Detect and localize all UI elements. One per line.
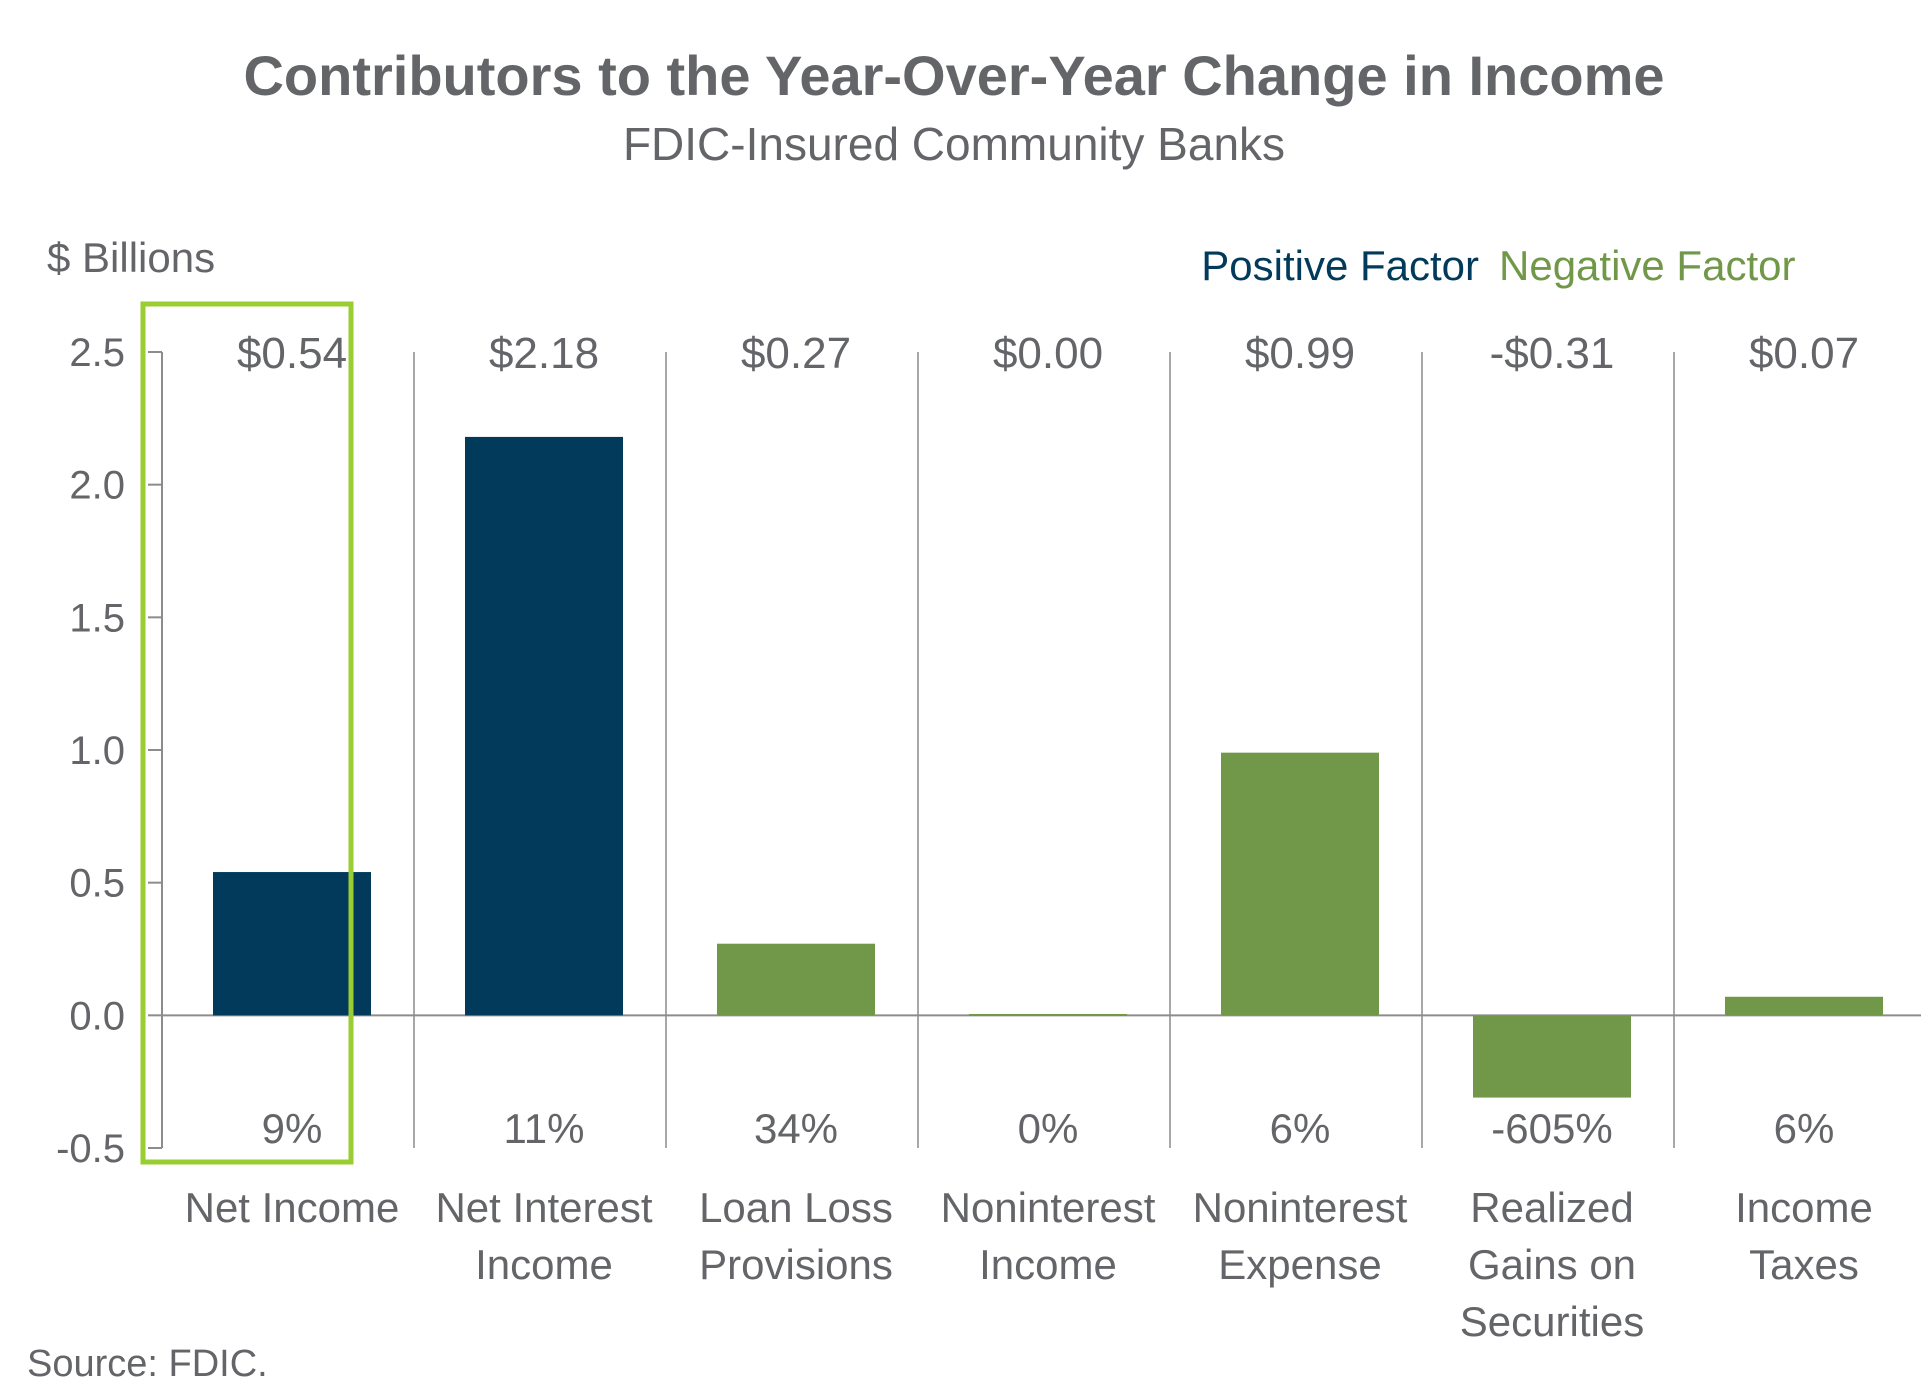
category-label: Noninterest [941, 1184, 1156, 1231]
bar [1221, 752, 1379, 1016]
category-label: Income [1735, 1184, 1873, 1231]
y-tick-label: 0.5 [69, 862, 125, 906]
chart-subtitle: FDIC-Insured Community Banks [623, 118, 1285, 170]
value-label: $0.54 [237, 329, 347, 378]
legend-negative: Negative Factor [1499, 242, 1795, 289]
bar [1473, 1015, 1631, 1098]
bar [1725, 996, 1883, 1016]
highlight-box [140, 301, 354, 1165]
category-label: Gains on [1468, 1241, 1636, 1288]
plot-area: 2.5 2.0 1.5 1.0 0.5 0.0 -0.5 $0.54 9% Net Income $… [56, 301, 1921, 1345]
value-label: $0.07 [1749, 329, 1859, 378]
category-label: Realized [1470, 1184, 1633, 1231]
category-label: Income [475, 1241, 613, 1288]
source-note: Source: FDIC. [27, 1343, 268, 1385]
category-label: Net Income [185, 1184, 400, 1231]
bar [717, 943, 875, 1016]
y-tick-label: 0.0 [69, 994, 125, 1038]
category-label: Provisions [699, 1241, 893, 1288]
value-label: $0.99 [1245, 329, 1355, 378]
percent-label: 9% [262, 1105, 323, 1152]
category-label: Noninterest [1193, 1184, 1408, 1231]
y-tick-label: -0.5 [56, 1127, 125, 1171]
percent-label: 0% [1018, 1105, 1079, 1152]
value-label: $0.00 [993, 329, 1103, 378]
bar [465, 436, 623, 1016]
percent-label: 6% [1774, 1105, 1835, 1152]
y-tick-label: 1.5 [69, 596, 125, 640]
percent-label: 6% [1270, 1105, 1331, 1152]
y-axis-label: $ Billions [47, 234, 215, 281]
y-tick-label: 1.0 [69, 729, 125, 773]
bar [969, 1014, 1127, 1017]
value-label: $0.27 [741, 329, 851, 378]
category-label: Income [979, 1241, 1117, 1288]
value-label: -$0.31 [1490, 329, 1615, 378]
category-label: Taxes [1749, 1241, 1859, 1288]
category-label: Loan Loss [699, 1184, 893, 1231]
category-label: Net Interest [435, 1184, 652, 1231]
y-tick-label: 2.5 [69, 331, 125, 375]
value-label: $2.18 [489, 329, 599, 378]
bar [213, 872, 371, 1016]
chart-title: Contributors to the Year-Over-Year Chang… [243, 44, 1664, 107]
legend-positive: Positive Factor [1201, 242, 1479, 289]
percent-label: 34% [754, 1105, 838, 1152]
percent-label: -605% [1491, 1105, 1612, 1152]
legend: Positive Factor Negative Factor [1201, 242, 1795, 289]
category-label: Securities [1460, 1298, 1644, 1345]
percent-label: 11% [504, 1105, 585, 1152]
y-tick-label: 2.0 [69, 464, 125, 508]
category-label: Expense [1218, 1241, 1381, 1288]
